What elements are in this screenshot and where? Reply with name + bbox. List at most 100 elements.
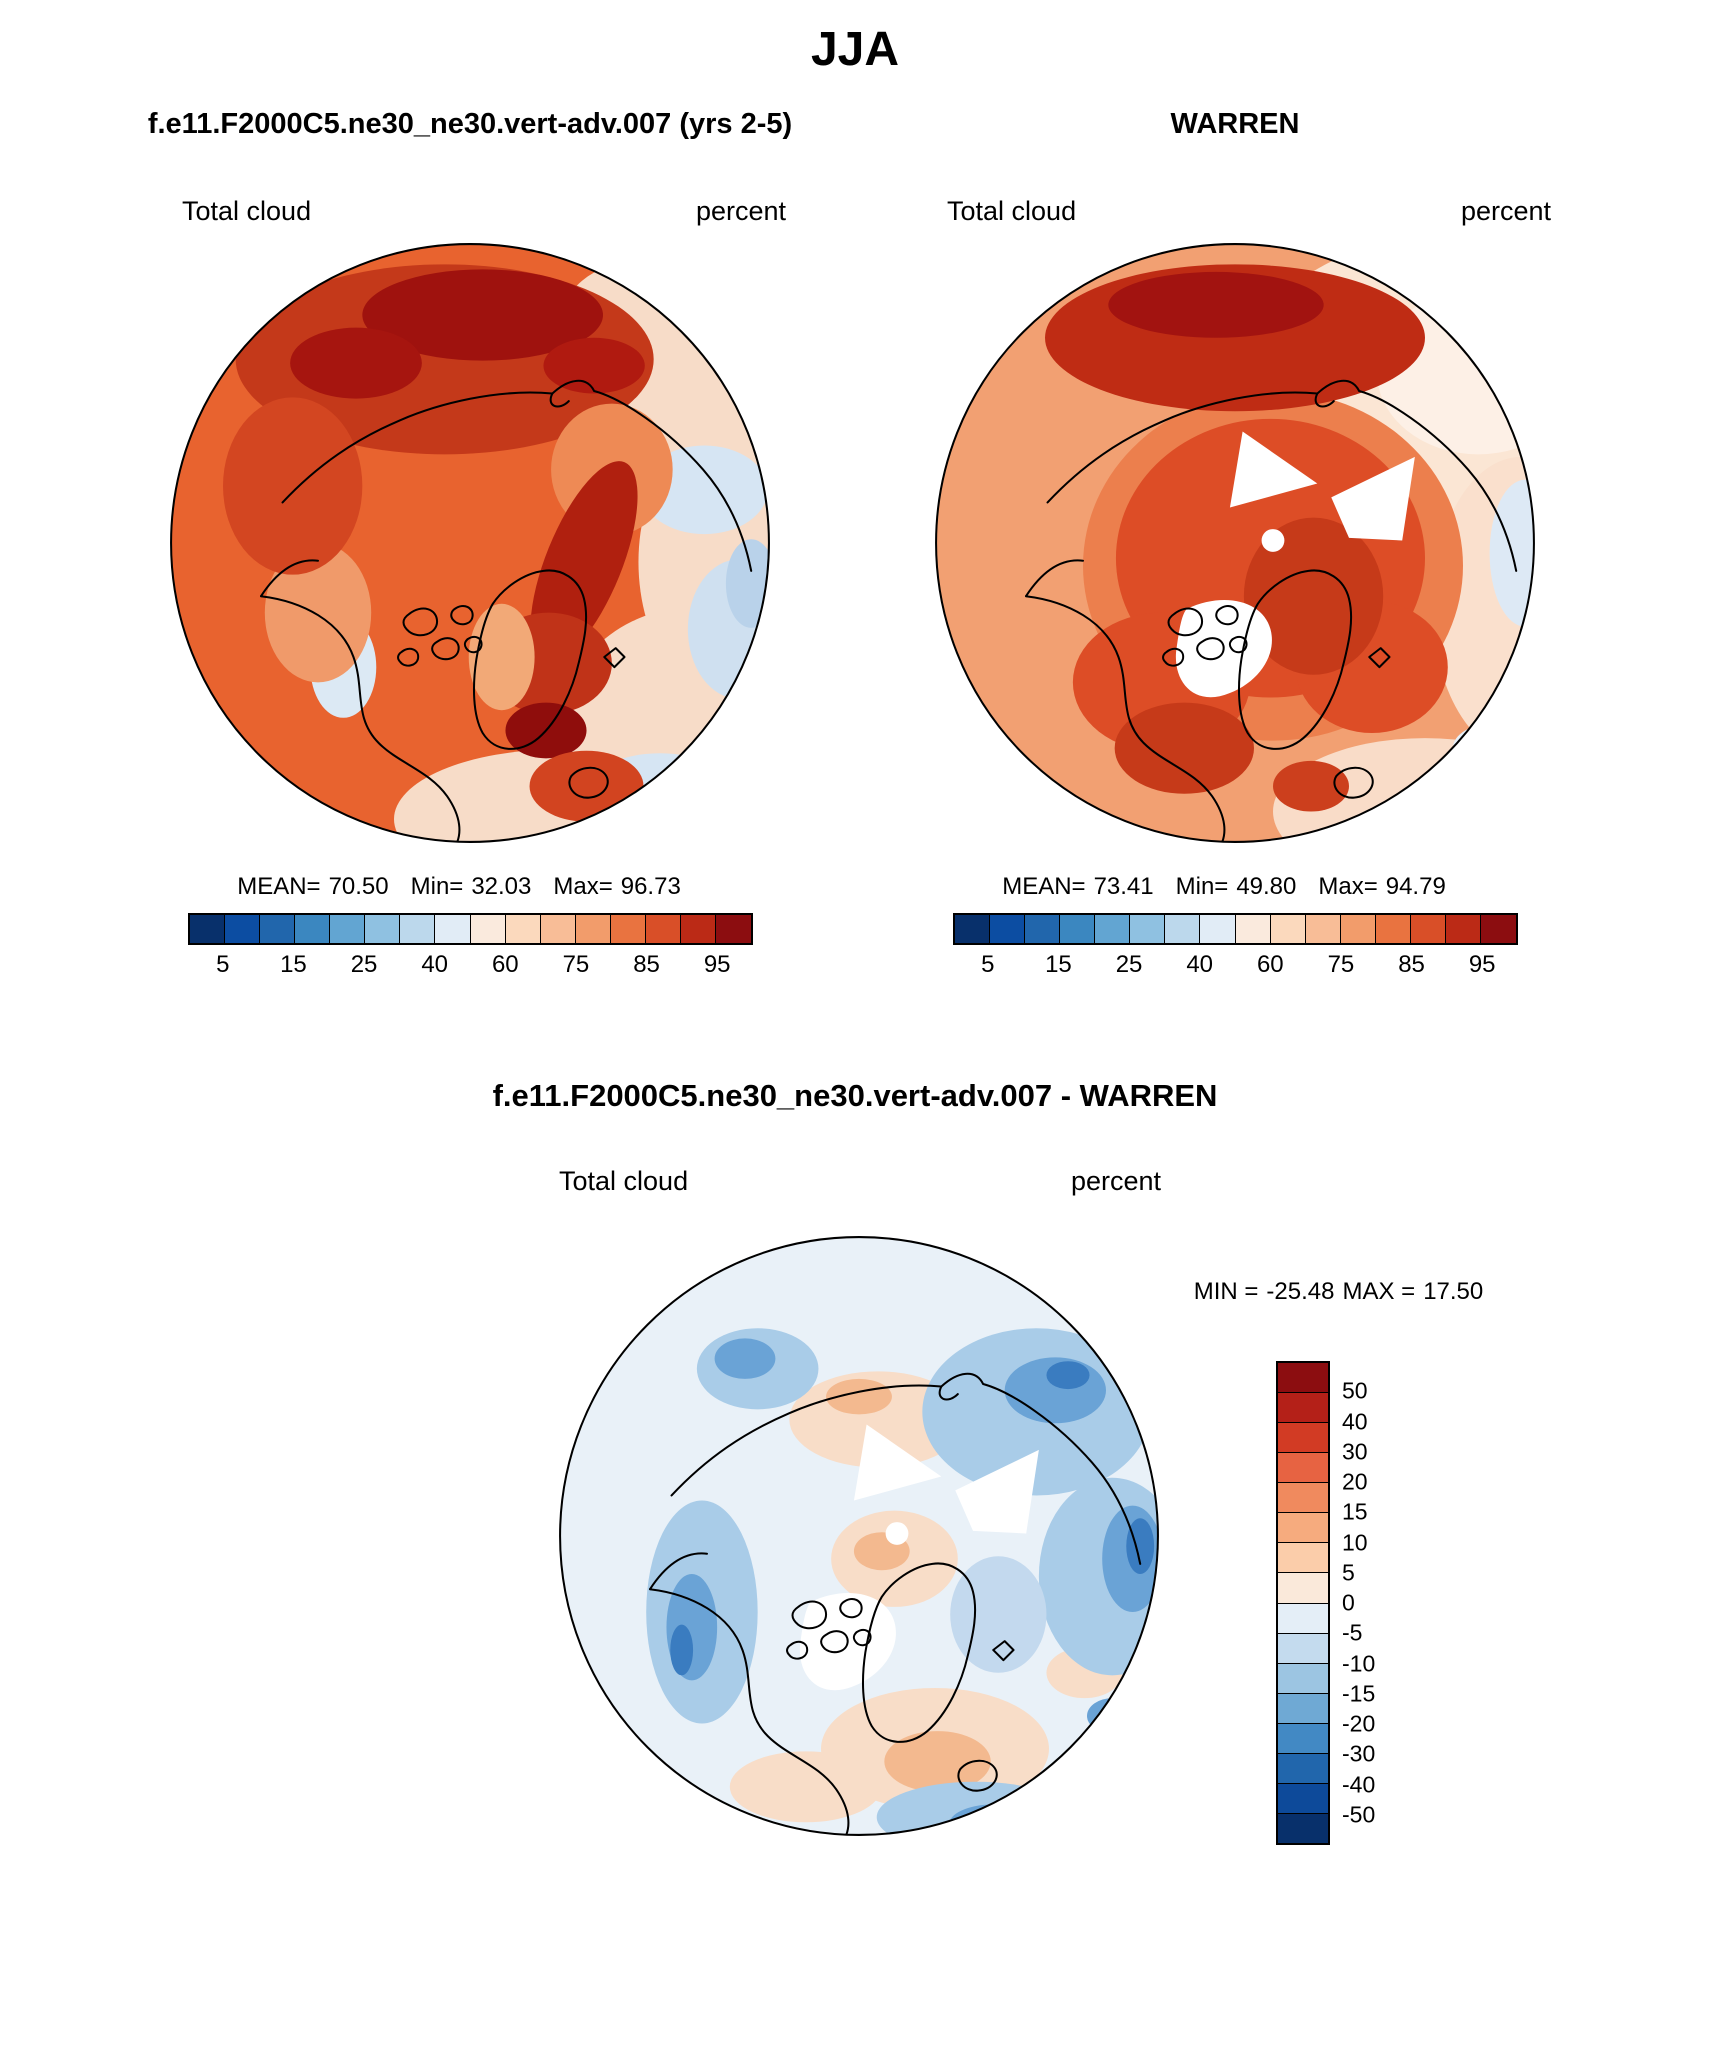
colorbar-segment — [1024, 915, 1060, 943]
colorbar-tick-label: -5 — [1342, 1619, 1363, 1646]
colorbar-segment — [1278, 1573, 1328, 1604]
colorbar-warren — [952, 913, 1518, 945]
colorbar-segment — [1165, 915, 1201, 943]
colorbar-tick-label: -10 — [1342, 1650, 1376, 1676]
colorbar-segment — [1278, 1753, 1328, 1784]
colorbar-tick-label: 95 — [1468, 951, 1496, 978]
colorbar-diff-ticks: 50 40 30 20 15 10 5 0 -5 -10 -15 -20 -30 -40 -50 — [1342, 1361, 1432, 1845]
colorbar-segment — [1278, 1663, 1328, 1694]
panel-warren-title: WARREN — [1170, 108, 1300, 140]
colorbar-model — [187, 913, 753, 945]
colorbar-segment — [1278, 1423, 1328, 1454]
colorbar-tick-label: 60 — [1256, 951, 1284, 978]
colorbar-segment — [1278, 1723, 1328, 1754]
colorbar-segment — [505, 915, 541, 943]
colorbar-segment — [1130, 915, 1166, 943]
colorbar-tick-label: 15 — [280, 951, 307, 978]
colorbar-segment — [989, 915, 1025, 943]
colorbar-model-ticks: 5 15 25 40 60 75 85 95 — [188, 951, 753, 981]
colorbar-tick-label: 40 — [421, 951, 449, 978]
panel-model: f.e11.F2000C5.ne30_ne30.vert-adv.007 (yr… — [120, 108, 820, 981]
colorbar-segment — [259, 915, 295, 943]
colorbar-tick-label: -40 — [1342, 1771, 1376, 1797]
colorbar-tick-label: 15 — [1045, 951, 1072, 978]
colorbar-segment — [611, 915, 647, 943]
colorbar-segment — [1305, 915, 1341, 943]
diff-panel-title: f.e11.F2000C5.ne30_ne30.vert-adv.007 - W… — [492, 1078, 1218, 1113]
map-diff — [559, 1236, 1159, 1836]
diff-units-label: percent — [1070, 1166, 1161, 1196]
colorbar-tick-label: 25 — [1115, 951, 1143, 978]
colorbar-segment — [540, 915, 576, 943]
colorbar-segment — [1278, 1393, 1328, 1424]
colorbar-tick-label: 40 — [1186, 951, 1214, 978]
panel-model-stats: MEAN= 70.50 Min= 32.03 Max= 96.73 — [237, 873, 681, 900]
colorbar-segment — [294, 915, 330, 943]
colorbar-tick-label: 5 — [1342, 1559, 1355, 1586]
colorbar-tick-label: 20 — [1342, 1468, 1368, 1495]
colorbar-segment — [1235, 915, 1271, 943]
colorbar-segment — [681, 915, 717, 943]
panel-warren-field-label: Total cloud — [947, 196, 1077, 226]
colorbar-tick-label: 50 — [1342, 1377, 1368, 1404]
panel-model-units-label: percent — [695, 196, 786, 226]
colorbar-segment — [435, 915, 471, 943]
colorbar-segment — [330, 915, 366, 943]
panel-model-field-label: Total cloud — [182, 196, 312, 226]
colorbar-segment — [646, 915, 682, 943]
colorbar-tick-label: 95 — [703, 951, 731, 978]
colorbar-tick-label: 60 — [491, 951, 519, 978]
colorbar-tick-label: 75 — [562, 951, 590, 978]
colorbar-segment — [1278, 1693, 1328, 1724]
panel-warren-units-label: percent — [1460, 196, 1551, 226]
colorbar-tick-label: 0 — [1342, 1589, 1355, 1616]
colorbar-segment — [1411, 915, 1447, 943]
colorbar-segment — [1059, 915, 1095, 943]
colorbar-warren-ticks: 5 15 25 40 60 75 85 95 — [953, 951, 1518, 981]
colorbar-segment — [224, 915, 260, 943]
colorbar-tick-label: 30 — [1342, 1438, 1368, 1465]
colorbar-tick-label: -30 — [1342, 1740, 1376, 1767]
colorbar-segment — [1270, 915, 1306, 943]
colorbar-segment — [400, 915, 436, 943]
colorbar-segment — [1446, 915, 1482, 943]
colorbar-tick-label: 10 — [1342, 1529, 1368, 1555]
colorbar-tick-label: -50 — [1342, 1801, 1376, 1828]
colorbar-segment — [1278, 1453, 1328, 1484]
diff-field-label: Total cloud — [559, 1166, 689, 1196]
colorbar-segment — [1278, 1363, 1328, 1394]
colorbar-diff — [1276, 1361, 1330, 1845]
panel-model-title: f.e11.F2000C5.ne30_ne30.vert-adv.007 (yr… — [147, 108, 793, 140]
colorbar-segment — [1340, 915, 1376, 943]
colorbar-segment — [575, 915, 611, 943]
colorbar-segment — [1278, 1783, 1328, 1814]
diff-minmax: MIN = -25.48 MAX = 17.50 — [1193, 1278, 1484, 1305]
colorbar-segment — [1278, 1543, 1328, 1574]
colorbar-segment — [365, 915, 401, 943]
colorbar-tick-label: 40 — [1342, 1408, 1368, 1434]
colorbar-segment — [1376, 915, 1412, 943]
season-title: JJA — [810, 23, 900, 76]
diff-legend-area: MIN = -25.48 MAX = 17.50 50 40 30 20 15 10 5 0 -5 -1… — [1150, 1278, 1535, 1847]
map-model — [170, 243, 770, 843]
colorbar-segment — [1278, 1633, 1328, 1664]
colorbar-segment — [1278, 1483, 1328, 1514]
colorbar-segment — [716, 915, 751, 943]
colorbar-tick-label: 85 — [1398, 951, 1425, 978]
colorbar-segment — [1278, 1603, 1328, 1634]
colorbar-tick-label: 75 — [1327, 951, 1355, 978]
colorbar-tick-label: -15 — [1342, 1680, 1376, 1707]
panel-warren: WARREN Total cloud percent — [885, 108, 1585, 981]
colorbar-tick-label: 5 — [981, 951, 995, 978]
colorbar-segment — [954, 915, 990, 943]
colorbar-tick-label: 15 — [1342, 1498, 1368, 1525]
panel-warren-stats: MEAN= 73.41 Min= 49.80 Max= 94.79 — [1002, 873, 1446, 900]
colorbar-segment — [1278, 1513, 1328, 1544]
colorbar-tick-label: 5 — [216, 951, 230, 978]
colorbar-segment — [1278, 1813, 1328, 1843]
colorbar-tick-label: -20 — [1342, 1710, 1376, 1737]
colorbar-segment — [1200, 915, 1236, 943]
colorbar-segment — [1095, 915, 1131, 943]
map-warren — [935, 243, 1535, 843]
